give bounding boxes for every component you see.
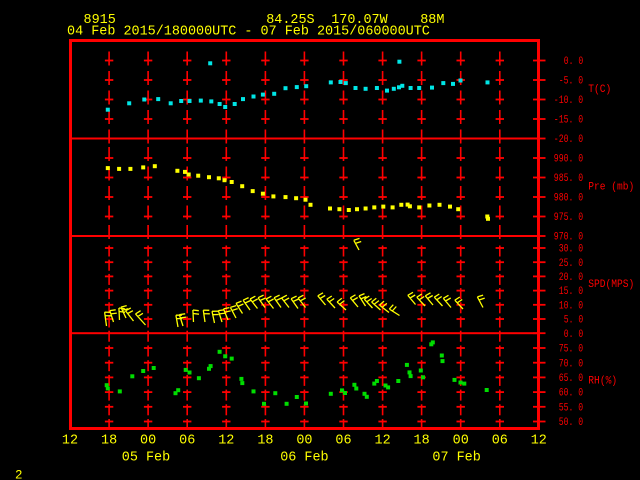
svg-text:980. 0: 980. 0: [554, 193, 583, 205]
svg-text:975. 0: 975. 0: [554, 212, 583, 224]
svg-text:00: 00: [140, 434, 156, 449]
svg-text:970. 0: 970. 0: [554, 232, 583, 244]
svg-text:T(C): T(C): [588, 84, 611, 96]
svg-text:12: 12: [531, 434, 547, 449]
svg-text:5. 0: 5. 0: [564, 315, 583, 327]
svg-text:50. 0: 50. 0: [559, 417, 583, 429]
svg-text:06: 06: [335, 434, 351, 449]
svg-text:8915: 8915: [84, 13, 116, 28]
svg-text:990. 0: 990. 0: [554, 154, 583, 166]
svg-text:-20. 0: -20. 0: [554, 134, 583, 146]
svg-text:05 Feb: 05 Feb: [122, 450, 170, 465]
svg-text:18: 18: [101, 434, 117, 449]
svg-text:06 Feb: 06 Feb: [280, 450, 328, 465]
svg-text:12: 12: [375, 434, 391, 449]
svg-text:30. 0: 30. 0: [559, 244, 583, 256]
svg-text:0. 0: 0. 0: [564, 329, 583, 341]
svg-text:88M: 88M: [420, 13, 444, 28]
svg-text:84.25S: 84.25S: [266, 13, 314, 28]
svg-text:RH(%): RH(%): [588, 376, 617, 388]
svg-text:75. 0: 75. 0: [559, 344, 583, 356]
svg-text:18: 18: [257, 434, 273, 449]
svg-text:0. 0: 0. 0: [564, 56, 583, 68]
svg-text:2: 2: [15, 468, 23, 480]
svg-text:70. 0: 70. 0: [559, 358, 583, 370]
svg-text:-15. 0: -15. 0: [554, 115, 583, 127]
svg-text:06: 06: [179, 434, 195, 449]
svg-text:06: 06: [492, 434, 508, 449]
svg-text:00: 00: [296, 434, 312, 449]
svg-text:12: 12: [62, 434, 78, 449]
svg-text:SPD(MPS): SPD(MPS): [588, 279, 634, 291]
svg-text:55. 0: 55. 0: [559, 402, 583, 414]
svg-text:170.07W: 170.07W: [331, 13, 388, 28]
svg-text:04 Feb 2015/180000UTC - 07 Feb: 04 Feb 2015/180000UTC - 07 Feb 2015/0600…: [67, 25, 430, 40]
svg-text:65. 0: 65. 0: [559, 373, 583, 385]
svg-text:-10. 0: -10. 0: [554, 95, 583, 107]
svg-text:07 Feb: 07 Feb: [432, 450, 480, 465]
svg-text:60. 0: 60. 0: [559, 388, 583, 400]
svg-text:15. 0: 15. 0: [559, 286, 583, 298]
svg-text:12: 12: [218, 434, 234, 449]
svg-text:25. 0: 25. 0: [559, 258, 583, 270]
svg-text:18: 18: [414, 434, 430, 449]
svg-text:20. 0: 20. 0: [559, 272, 583, 284]
svg-text:00: 00: [453, 434, 469, 449]
svg-text:-5. 0: -5. 0: [559, 76, 583, 88]
svg-text:985. 0: 985. 0: [554, 173, 583, 185]
svg-text:10. 0: 10. 0: [559, 300, 583, 312]
svg-text:Pre (mb): Pre (mb): [588, 181, 634, 193]
